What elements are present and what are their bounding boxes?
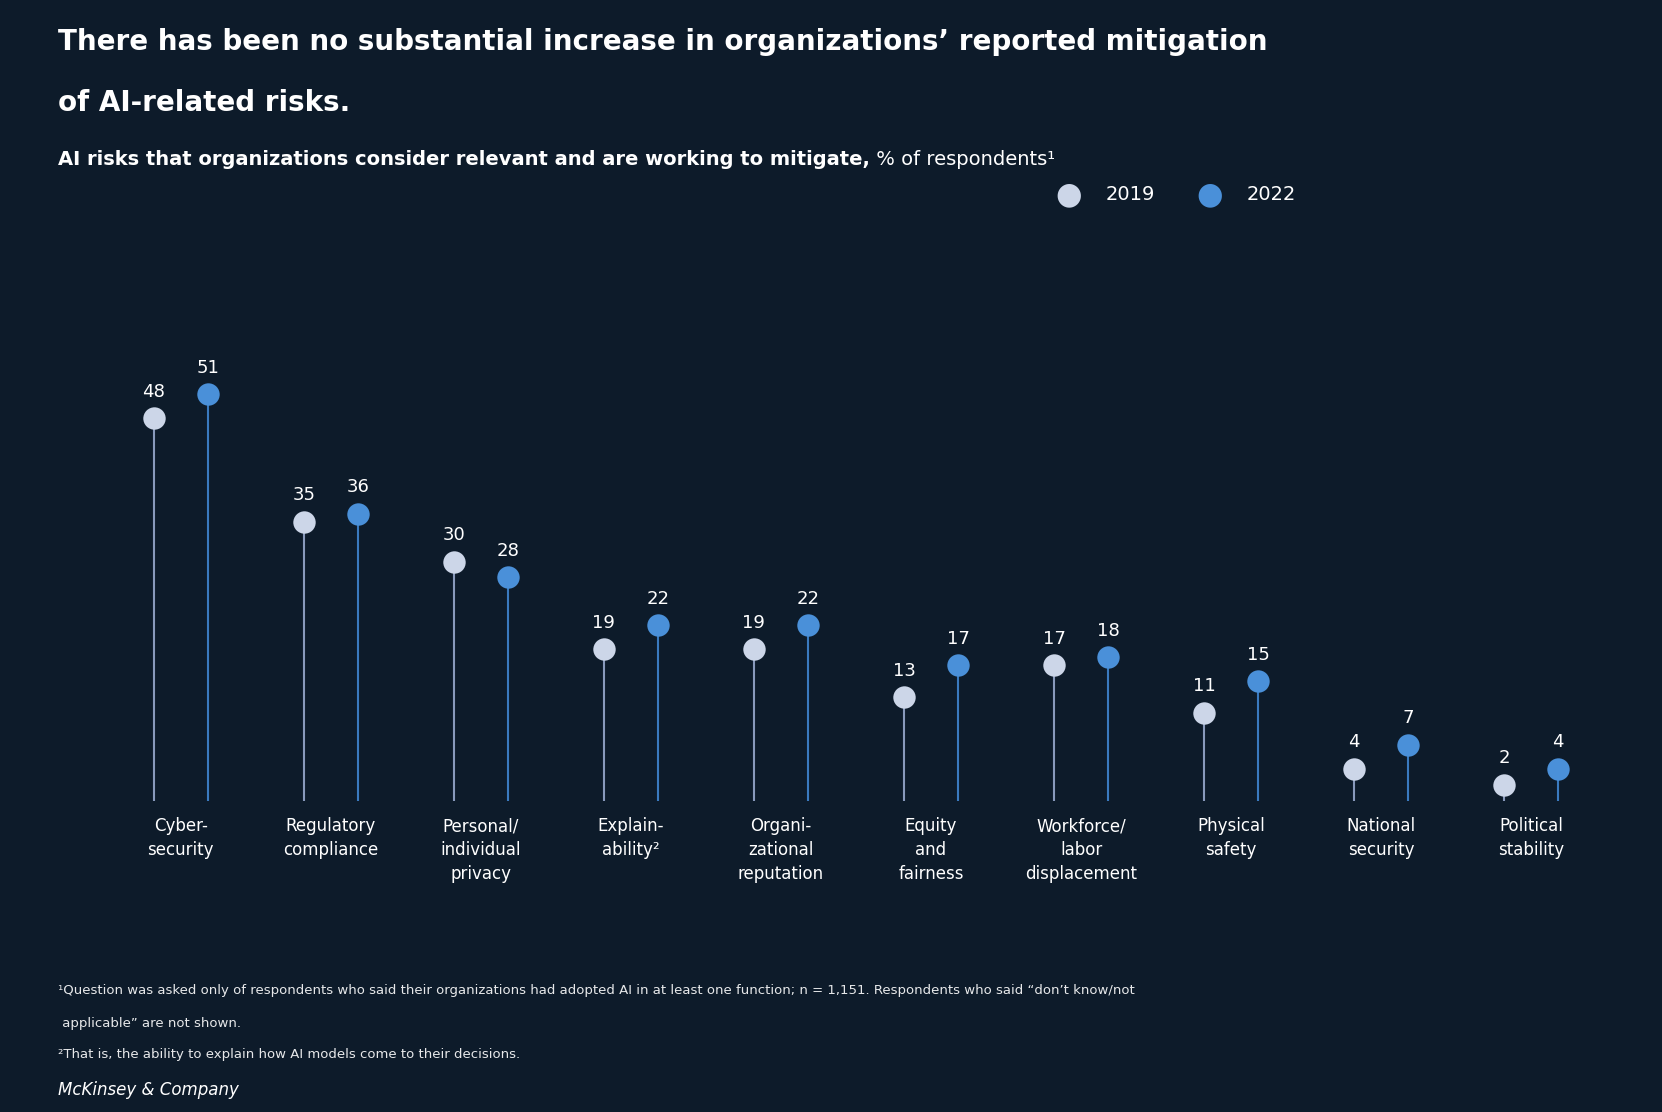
Text: 19: 19 — [592, 614, 615, 632]
Text: Workforce/
labor
displacement: Workforce/ labor displacement — [1025, 817, 1137, 883]
Point — [194, 386, 221, 404]
Text: Cyber-
security: Cyber- security — [148, 817, 214, 858]
Text: ²That is, the ability to explain how AI models come to their decisions.: ²That is, the ability to explain how AI … — [58, 1048, 520, 1061]
Text: Political
stability: Political stability — [1497, 817, 1564, 858]
Text: Regulatory
compliance: Regulatory compliance — [283, 817, 379, 858]
Text: ●: ● — [1197, 180, 1223, 209]
Text: Personal/
individual
privacy: Personal/ individual privacy — [440, 817, 520, 883]
Point — [891, 688, 917, 706]
Text: applicable” are not shown.: applicable” are not shown. — [58, 1017, 241, 1031]
Text: Organi-
zational
reputation: Organi- zational reputation — [738, 817, 824, 883]
Text: 4: 4 — [1348, 733, 1360, 752]
Text: Equity
and
fairness: Equity and fairness — [897, 817, 964, 883]
Text: 30: 30 — [442, 526, 465, 544]
Text: 2022: 2022 — [1246, 185, 1296, 205]
Text: 22: 22 — [796, 589, 819, 608]
Point — [1394, 736, 1421, 754]
Text: 48: 48 — [143, 383, 165, 400]
Point — [291, 513, 317, 530]
Point — [440, 553, 467, 570]
Text: Explain-
ability²: Explain- ability² — [598, 817, 665, 858]
Point — [1491, 776, 1517, 794]
Point — [1095, 648, 1122, 666]
Text: National
security: National security — [1346, 817, 1416, 858]
Point — [1190, 704, 1217, 722]
Text: 15: 15 — [1246, 646, 1270, 664]
Text: 7: 7 — [1403, 709, 1414, 727]
Point — [1245, 672, 1271, 689]
Point — [344, 505, 371, 523]
Text: McKinsey & Company: McKinsey & Company — [58, 1081, 239, 1099]
Point — [944, 656, 971, 674]
Text: 28: 28 — [497, 542, 519, 560]
Text: 22: 22 — [647, 589, 670, 608]
Text: 17: 17 — [1042, 629, 1065, 647]
Point — [1546, 759, 1572, 777]
Point — [140, 409, 166, 427]
Text: 13: 13 — [892, 662, 916, 679]
Point — [645, 616, 671, 634]
Text: 36: 36 — [346, 478, 369, 496]
Text: Physical
safety: Physical safety — [1197, 817, 1265, 858]
Text: AI risks that organizations consider relevant and are working to mitigate,: AI risks that organizations consider rel… — [58, 150, 869, 169]
Point — [794, 616, 821, 634]
Point — [1341, 759, 1368, 777]
Point — [741, 641, 768, 658]
Text: 17: 17 — [947, 629, 969, 647]
Text: 2019: 2019 — [1105, 185, 1155, 205]
Text: 51: 51 — [196, 359, 219, 377]
Text: 18: 18 — [1097, 622, 1120, 639]
Text: There has been no substantial increase in organizations’ reported mitigation: There has been no substantial increase i… — [58, 28, 1268, 56]
Text: ●: ● — [1055, 180, 1082, 209]
Text: 11: 11 — [1193, 677, 1215, 695]
Text: 19: 19 — [743, 614, 765, 632]
Point — [495, 568, 522, 586]
Text: 4: 4 — [1552, 733, 1564, 752]
Point — [1040, 656, 1067, 674]
Text: of AI-related risks.: of AI-related risks. — [58, 89, 351, 117]
Text: 2: 2 — [1499, 749, 1511, 767]
Point — [590, 641, 617, 658]
Text: ¹Question was asked only of respondents who said their organizations had adopted: ¹Question was asked only of respondents … — [58, 984, 1135, 997]
Text: 35: 35 — [293, 486, 316, 504]
Text: % of respondents¹: % of respondents¹ — [869, 150, 1055, 169]
